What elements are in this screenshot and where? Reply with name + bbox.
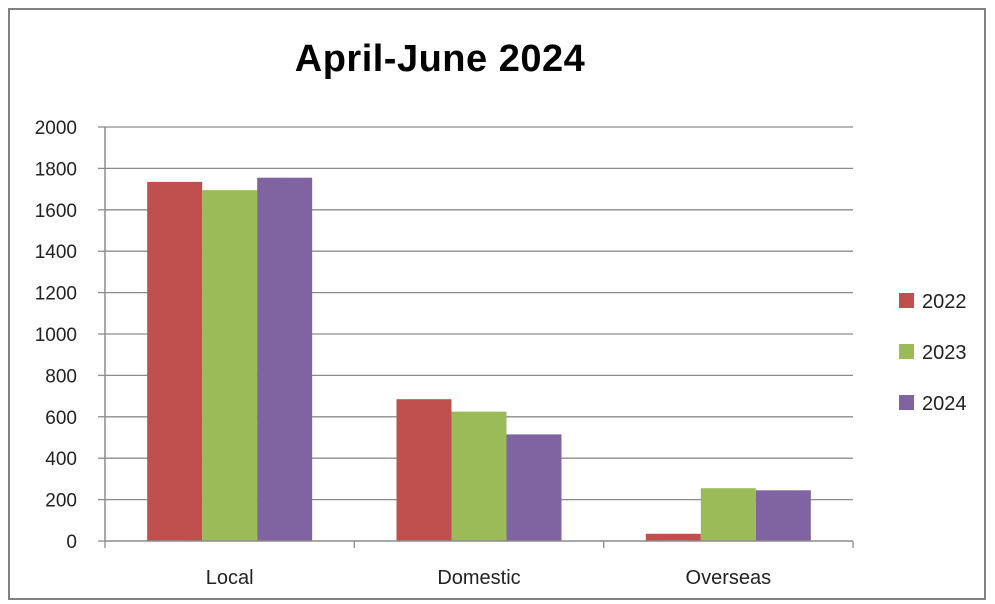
y-tick-label: 1400 xyxy=(35,242,77,263)
y-tick-label: 200 xyxy=(45,491,77,512)
bar-domestic-2024 xyxy=(506,434,562,541)
bar-domestic-2022 xyxy=(396,399,452,541)
bar-overseas-2024 xyxy=(755,490,811,541)
bars xyxy=(147,177,811,542)
x-category-label: Domestic xyxy=(437,567,520,589)
y-tick-label: 0 xyxy=(66,532,77,553)
legend-label-2022: 2022 xyxy=(922,291,967,313)
y-tick-label: 1000 xyxy=(35,325,77,346)
legend-swatch-2024 xyxy=(899,395,914,410)
bar-local-2022 xyxy=(147,181,203,542)
chart-title: April-June 2024 xyxy=(294,38,586,80)
x-category-label: Local xyxy=(206,567,254,589)
y-tick-label: 2000 xyxy=(35,118,77,139)
bar-overseas-2022 xyxy=(645,533,701,541)
bar-local-2024 xyxy=(257,177,313,541)
bar-overseas-2023 xyxy=(700,488,756,541)
y-tick-label: 600 xyxy=(45,408,77,429)
y-tick-label: 1200 xyxy=(35,284,77,305)
legend-label-2023: 2023 xyxy=(922,342,967,364)
y-tick-label: 800 xyxy=(45,366,77,387)
legend-swatch-2023 xyxy=(899,344,914,359)
legend-label-2024: 2024 xyxy=(922,393,967,415)
y-tick-label: 1600 xyxy=(35,201,77,222)
bar-domestic-2023 xyxy=(451,411,507,541)
legend: 2022 2023 2024 xyxy=(899,291,967,415)
legend-swatch-2022 xyxy=(899,293,914,308)
bar-local-2023 xyxy=(202,190,258,541)
y-tick-label: 400 xyxy=(45,449,77,470)
x-axis-labels: Local Domestic Overseas xyxy=(206,567,771,589)
y-axis-ticks: 0 200 400 600 800 1000 1200 1400 1600 1800 2000 xyxy=(35,118,105,553)
x-category-label: Overseas xyxy=(686,567,772,589)
y-tick-label: 1800 xyxy=(35,159,77,180)
axes xyxy=(104,127,854,548)
